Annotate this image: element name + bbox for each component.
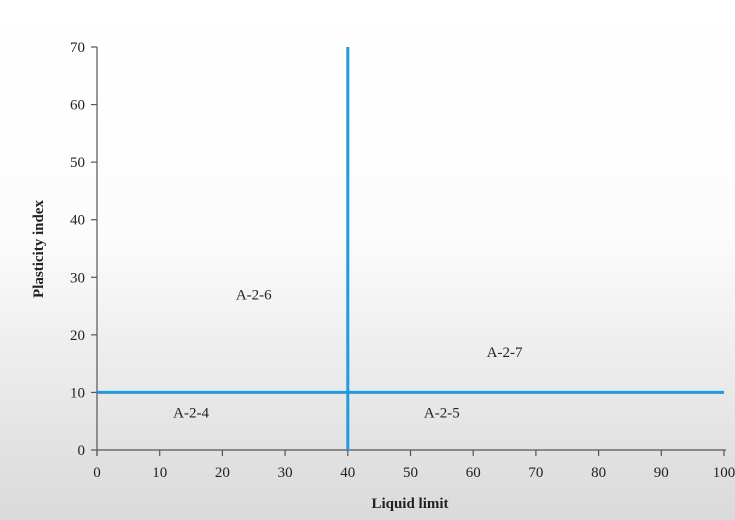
- x-tick-label: 80: [591, 465, 606, 481]
- region-label: A-2-7: [487, 345, 523, 361]
- region-label: A-2-4: [173, 406, 209, 422]
- y-axis-title: Plasticity index: [31, 200, 47, 298]
- x-tick-label: 60: [466, 465, 481, 481]
- x-tick-label: 50: [403, 465, 418, 481]
- region-label: A-2-6: [236, 288, 272, 304]
- y-tick-label: 10: [70, 385, 85, 401]
- x-axis-title: Liquid limit: [371, 496, 448, 512]
- x-tick-label: 30: [278, 465, 293, 481]
- y-tick-label: 70: [70, 40, 85, 56]
- y-tick-label: 60: [70, 98, 85, 114]
- x-tick-label: 10: [152, 465, 167, 481]
- y-tick-label: 50: [70, 155, 85, 171]
- y-tick-label: 0: [78, 443, 86, 459]
- x-tick-label: 100: [713, 465, 735, 481]
- x-tick-label: 90: [654, 465, 669, 481]
- x-tick-label: 70: [528, 465, 543, 481]
- y-tick-label: 20: [70, 328, 85, 344]
- x-tick-label: 40: [340, 465, 355, 481]
- y-tick-label: 40: [70, 213, 85, 229]
- x-tick-label: 20: [215, 465, 230, 481]
- y-tick-label: 30: [70, 270, 85, 286]
- x-tick-label: 0: [93, 465, 101, 481]
- region-label: A-2-5: [424, 406, 460, 422]
